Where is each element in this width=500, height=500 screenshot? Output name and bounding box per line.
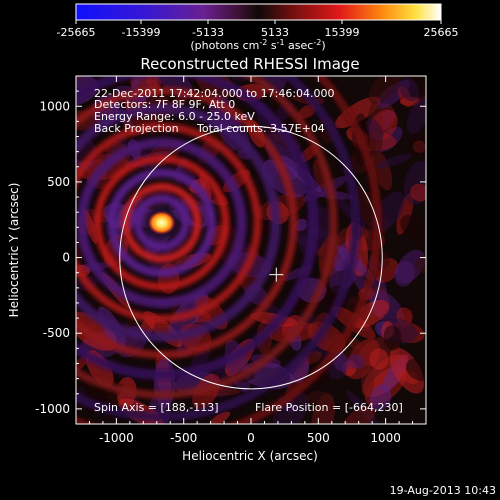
y-tick-label: 0 [62,251,70,265]
y-tick-label: -500 [43,326,70,340]
y-tick-label: 500 [47,175,70,189]
texture-blob [399,77,419,102]
annotation-time-range: 22-Dec-2011 17:42:04.000 to 17:46:04.000 [94,87,335,100]
spin-axis-marker [269,267,284,282]
y-axis-label: Heliocentric Y (arcsec) [7,183,21,318]
annotation-total-counts: Total counts: 3.57E+04 [196,122,325,135]
annotation-block: 22-Dec-2011 17:42:04.000 to 17:46:04.000… [94,87,335,135]
y-axis-ticks: -1000 -500 0 500 1000 [35,75,426,425]
colorbar-ticks: -25665 -15399 -5133 5133 15399 25665 [57,20,459,39]
texture-blob [394,260,415,287]
colorbar-tick-label: -15399 [122,26,161,39]
y-tick-label: -1000 [35,402,70,416]
texture-blob [375,153,413,169]
timestamp: 19-Aug-2013 10:43 [390,484,496,497]
ring [133,194,191,252]
x-axis-label: Heliocentric X (arcsec) [182,449,318,463]
texture-blob [369,348,389,370]
ring [107,168,217,278]
x-tick-label: 500 [307,431,330,445]
flare-position-text: Flare Position = [-664,230] [255,401,403,414]
texture-blob [415,255,426,274]
chart-title: Reconstructed RHESSI Image [140,55,359,73]
texture-blob [311,393,335,424]
colorbar-tick-label: 25665 [424,26,459,39]
texture-blob [334,96,381,129]
texture-blob [361,367,375,399]
ring [76,76,319,380]
texture-blob [169,160,196,211]
texture-blob [342,405,376,424]
solar-limb [119,125,383,390]
colorbar-tick-label: -25665 [57,26,96,39]
texture-blob [294,218,308,232]
annotation-energy: Energy Range: 6.0 - 25.0 keV [94,110,255,123]
colorbar-tick-label: -5133 [192,26,224,39]
texture-blob [407,134,426,159]
x-tick-label: -1000 [99,431,134,445]
annotation-method: Back Projection [94,122,179,135]
ring [76,122,262,323]
flare-source [147,210,176,235]
texture-blob [371,150,393,191]
x-tick-label: 1000 [370,431,401,445]
x-axis-ticks: -1000 -500 0 500 1000 [88,76,414,445]
reconstructed-image [76,76,426,424]
texture-blob [366,118,384,142]
texture-blob [298,104,317,119]
ring [76,86,298,359]
x-tick-label: -500 [170,431,197,445]
ring [76,103,281,342]
colorbar [75,3,442,21]
texture-blob [305,391,331,405]
texture-blob [400,215,426,244]
texture-blob [405,358,426,382]
ring [76,137,247,308]
y-tick-label: 1000 [39,99,70,113]
texture-blob [383,325,402,351]
colorbar-tick-label: 5133 [261,26,289,39]
texture-blob [369,384,392,411]
texture-blob [209,411,231,424]
ring [121,182,202,263]
texture-blob [416,81,426,97]
texture-blob [351,300,390,329]
colorbar-unit: (photons cm-2 s-1 asec-2) [190,38,325,52]
annotation-detectors: Detectors: 7F 8F 9F, Att 0 [94,98,235,111]
x-tick-label: 0 [247,431,255,445]
spin-axis-text: Spin Axis = [188,-113] [94,401,219,414]
colorbar-tick-label: 15399 [325,26,360,39]
texture-blob [410,183,426,202]
ring [76,76,361,422]
texture-blob [348,354,365,369]
ring [76,76,338,399]
ring [93,154,230,291]
